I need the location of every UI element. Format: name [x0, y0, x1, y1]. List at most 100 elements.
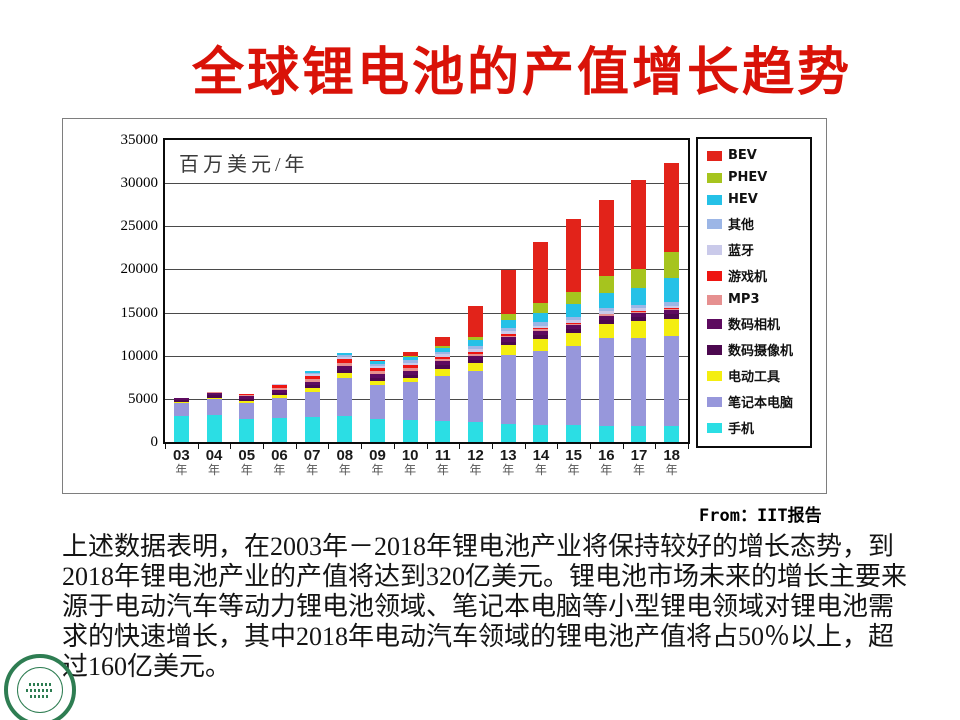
legend-swatch [707, 270, 722, 281]
x-tick-year: 13 [499, 447, 517, 464]
bar-segment-MP3 [206, 392, 222, 393]
x-tick-year: 17 [630, 447, 648, 464]
bar-segment-手机 [533, 424, 549, 442]
bar-segment-MP3 [304, 379, 320, 382]
plot-area: 百万美元/年 [163, 138, 690, 444]
bar-segment-手机 [337, 416, 353, 442]
bar-segment-其他 [598, 307, 614, 311]
bar-segment-PHEV [500, 314, 516, 321]
body-text-line: 2018年锂电池产业的产值将达到320亿美元。锂电池市场未来的增长主要来 [62, 562, 908, 591]
bar-segment-数码摄像机 [533, 335, 549, 340]
x-tick-label: 14 年 [525, 448, 558, 477]
x-tick-suffix: 年 [665, 463, 678, 477]
y-tick-label: 25000 [120, 218, 159, 235]
bar-segment-手机 [566, 424, 582, 442]
bar-10 [402, 351, 418, 442]
bar-segment-数码摄像机 [402, 374, 418, 379]
x-tick-label: 11 年 [427, 448, 460, 477]
bar-segment-数码摄像机 [206, 395, 222, 399]
x-tick-year: 04 [205, 447, 223, 464]
x-tick-year: 16 [597, 447, 615, 464]
axis-tick [393, 444, 395, 449]
bar-segment-数码摄像机 [337, 369, 353, 374]
x-tick-year: 15 [565, 447, 582, 464]
x-tick-suffix: 年 [469, 463, 482, 477]
bar-segment-电动工具 [468, 363, 484, 372]
legend-item-笔记本电脑: 笔记本电脑 [707, 392, 808, 411]
legend-label: PHEV [728, 170, 768, 185]
bar-segment-PHEV [664, 252, 680, 279]
legend-label: 数码相机 [728, 318, 781, 333]
bar-segment-电动工具 [239, 401, 255, 404]
bar-segment-其他 [304, 373, 320, 375]
bar-segment-手机 [402, 419, 418, 442]
bar-segment-数码相机 [271, 389, 287, 393]
bar-segment-游戏机 [337, 359, 353, 364]
bar-segment-笔记本电脑 [271, 397, 287, 418]
axis-tick [230, 444, 232, 449]
bar-segment-手机 [271, 417, 287, 442]
bar-segment-MP3 [598, 314, 614, 316]
legend-item-其他: 其他 [707, 214, 808, 233]
x-tick-suffix: 年 [502, 463, 515, 477]
bar-segment-BEV [533, 241, 549, 304]
bar-segment-笔记本电脑 [566, 346, 582, 425]
y-tick-label: 35000 [120, 132, 159, 148]
x-tick-label: 03 年 [165, 448, 198, 477]
x-tick-suffix: 年 [371, 463, 384, 477]
bar-segment-游戏机 [369, 367, 385, 372]
bar-segment-其他 [500, 328, 516, 332]
bar-segment-游戏机 [500, 333, 516, 336]
page-title: 全球锂电池的产值增长趋势 [191, 45, 852, 102]
legend-label: 笔记本电脑 [728, 396, 794, 411]
legend-swatch [707, 172, 722, 183]
bar-segment-蓝牙 [500, 331, 516, 334]
bar-segment-数码摄像机 [468, 360, 484, 364]
body-text: 上述数据表明，在2003年－2018年锂电池产业将保持较好的增长态势，到 2018… [62, 532, 924, 682]
x-tick-year: 11 [434, 447, 451, 464]
axis-tick [589, 444, 591, 449]
bar-segment-电动工具 [304, 388, 320, 392]
bar-17 [631, 179, 647, 442]
legend-label: 游戏机 [728, 270, 768, 285]
bar-segment-数码相机 [369, 373, 385, 378]
legend-label: 其他 [728, 218, 755, 233]
bar-segment-笔记本电脑 [631, 337, 647, 426]
legend-label: HEV [728, 192, 758, 207]
bar-segment-MP3 [402, 368, 418, 371]
bar-segment-蓝牙 [533, 325, 549, 329]
y-tick-label: 5000 [128, 390, 158, 407]
bar-07 [304, 371, 320, 442]
bar-segment-数码相机 [304, 381, 320, 386]
bar-segment-蓝牙 [435, 354, 451, 357]
gridline [165, 355, 688, 357]
bar-segment-HEV [566, 304, 582, 317]
x-tick-label: 17 年 [623, 448, 656, 477]
bar-segment-电动工具 [402, 378, 418, 383]
x-tick-year: 14 [532, 447, 550, 464]
bar-segment-数码摄像机 [239, 398, 255, 402]
gridline [165, 398, 688, 400]
bar-segment-游戏机 [304, 375, 320, 380]
legend-swatch [707, 396, 722, 407]
chart-legend: BEV PHEV HEV 其他 蓝牙 游戏机 MP3 数码相机 数码摄像机 电动工具 笔记本电脑 手机 [696, 137, 812, 448]
bar-segment-笔记本电脑 [337, 378, 353, 417]
y-tick-label: 10000 [120, 347, 159, 364]
bar-segment-手机 [369, 418, 385, 442]
x-tick-suffix: 年 [240, 463, 253, 477]
bar-segment-HEV [533, 312, 549, 323]
bar-segment-游戏机 [402, 364, 418, 369]
gridline [165, 312, 688, 314]
bar-segment-PHEV [468, 336, 484, 341]
bar-segment-其他 [533, 322, 549, 326]
bar-segment-游戏机 [271, 385, 287, 388]
bar-segment-MP3 [337, 363, 353, 367]
bar-segment-蓝牙 [304, 374, 320, 376]
legend-label: 手机 [728, 422, 755, 437]
bar-segment-蓝牙 [598, 310, 614, 314]
bar-segment-数码相机 [533, 331, 549, 336]
legend-swatch [707, 218, 722, 229]
legend-item-PHEV: PHEV [707, 170, 808, 185]
bar-segment-游戏机 [566, 322, 582, 324]
